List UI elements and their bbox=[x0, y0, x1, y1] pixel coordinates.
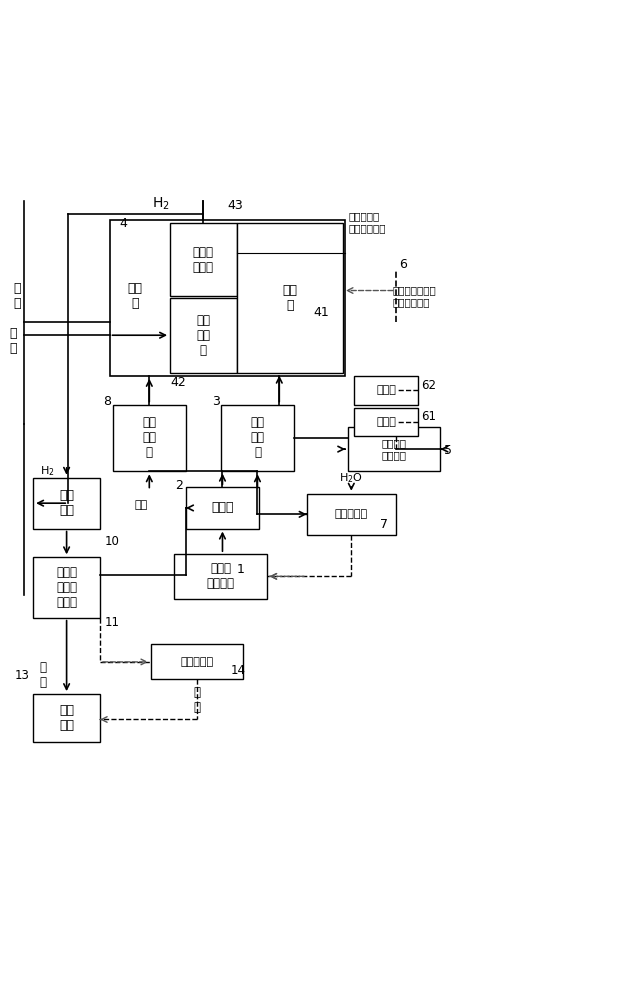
Text: 供
电: 供 电 bbox=[194, 686, 201, 714]
Text: $\rm H_2$: $\rm H_2$ bbox=[151, 196, 169, 212]
FancyBboxPatch shape bbox=[355, 376, 418, 405]
Text: 1: 1 bbox=[237, 563, 245, 576]
Text: 交直流
电力转
换装置: 交直流 电力转 换装置 bbox=[56, 566, 77, 609]
Text: 汽车
马达: 汽车 马达 bbox=[59, 704, 74, 732]
Text: 2: 2 bbox=[175, 479, 183, 492]
Text: 11: 11 bbox=[105, 616, 120, 629]
Text: 第二
换热
器: 第二 换热 器 bbox=[142, 416, 157, 459]
FancyBboxPatch shape bbox=[170, 223, 237, 296]
FancyBboxPatch shape bbox=[33, 694, 100, 742]
Text: 重整
室: 重整 室 bbox=[282, 284, 297, 312]
Text: 43: 43 bbox=[227, 199, 243, 212]
Text: 10: 10 bbox=[104, 535, 119, 548]
Text: 13: 13 bbox=[15, 669, 30, 682]
FancyBboxPatch shape bbox=[151, 644, 243, 679]
FancyBboxPatch shape bbox=[170, 298, 237, 373]
Text: 少量二氧化碳及
其它微量气体: 少量二氧化碳及 其它微量气体 bbox=[393, 286, 436, 307]
Text: 供电: 供电 bbox=[135, 500, 148, 510]
Text: 氢气纯
化装置: 氢气纯 化装置 bbox=[193, 246, 214, 274]
FancyBboxPatch shape bbox=[237, 223, 343, 373]
FancyBboxPatch shape bbox=[109, 220, 345, 376]
Text: 二氧化碳及
水汽混合气体: 二氧化碳及 水汽混合气体 bbox=[348, 211, 385, 233]
FancyBboxPatch shape bbox=[355, 408, 418, 436]
Text: 供
电: 供 电 bbox=[39, 661, 46, 689]
Text: 供
电: 供 电 bbox=[13, 282, 21, 310]
Text: 第一
换热
器: 第一 换热 器 bbox=[250, 416, 265, 459]
FancyBboxPatch shape bbox=[348, 427, 440, 471]
Text: 重整
器: 重整 器 bbox=[128, 282, 142, 310]
Text: 6: 6 bbox=[399, 258, 407, 271]
Text: 41: 41 bbox=[313, 306, 329, 319]
Text: 8: 8 bbox=[104, 395, 111, 408]
Text: 二氧化碳
回收装置: 二氧化碳 回收装置 bbox=[381, 438, 407, 460]
Text: 14: 14 bbox=[231, 664, 245, 677]
FancyBboxPatch shape bbox=[307, 494, 396, 535]
Text: $\rm H_2O$: $\rm H_2O$ bbox=[339, 471, 363, 485]
FancyBboxPatch shape bbox=[186, 487, 259, 529]
Text: 缓冲蓄电池: 缓冲蓄电池 bbox=[180, 657, 213, 667]
Text: 传感器: 传感器 bbox=[376, 417, 396, 427]
FancyBboxPatch shape bbox=[221, 405, 294, 471]
Text: 电磁阀: 电磁阀 bbox=[376, 385, 396, 395]
FancyBboxPatch shape bbox=[33, 478, 100, 529]
Text: 电磁
加热
器: 电磁 加热 器 bbox=[196, 314, 210, 357]
Text: 62: 62 bbox=[421, 379, 436, 392]
Text: 供
电: 供 电 bbox=[9, 327, 17, 355]
Text: 42: 42 bbox=[170, 376, 186, 389]
Text: 5: 5 bbox=[443, 444, 452, 457]
FancyBboxPatch shape bbox=[33, 557, 100, 618]
Text: 甲醇水
储存容器: 甲醇水 储存容器 bbox=[206, 562, 235, 590]
Text: 7: 7 bbox=[380, 518, 388, 531]
Text: 3: 3 bbox=[212, 395, 220, 408]
FancyBboxPatch shape bbox=[112, 405, 186, 471]
Text: 61: 61 bbox=[421, 410, 436, 423]
Text: 水回收装置: 水回收装置 bbox=[335, 509, 368, 519]
FancyBboxPatch shape bbox=[174, 554, 266, 599]
Text: 4: 4 bbox=[119, 217, 127, 230]
Text: $\rm H_2$: $\rm H_2$ bbox=[40, 464, 54, 478]
Text: 输送泵: 输送泵 bbox=[212, 501, 234, 514]
Text: 燃料
电池: 燃料 电池 bbox=[59, 489, 74, 517]
